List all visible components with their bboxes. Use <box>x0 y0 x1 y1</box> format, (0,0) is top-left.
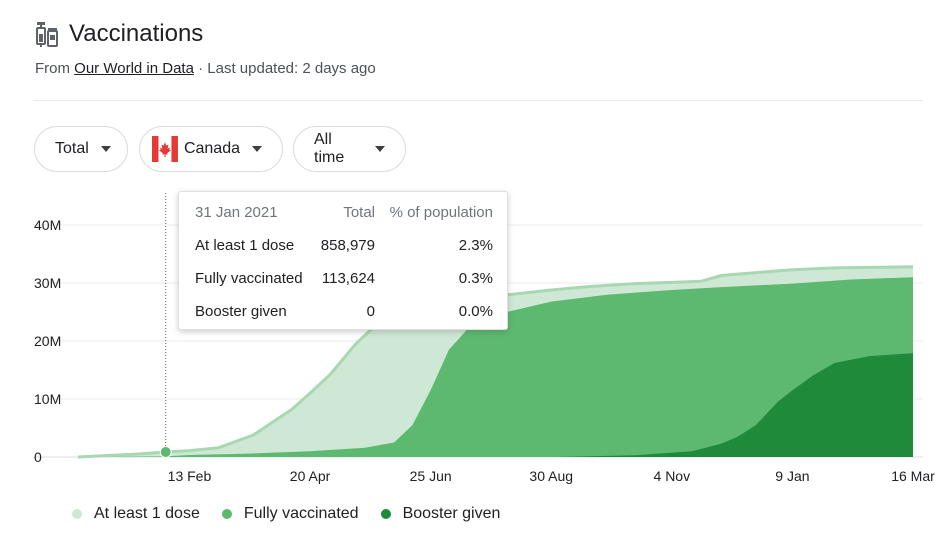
legend-item-booster-given[interactable]: Booster given <box>380 505 501 523</box>
chart-legend: At least 1 dose Fully vaccinated Booster… <box>72 505 522 523</box>
last-updated: Last updated: 2 days ago <box>207 60 376 77</box>
series-area-booster-given <box>78 353 913 457</box>
tooltip-col-pct: % of population <box>389 204 493 221</box>
chart-tooltip: 31 Jan 2021 Total % of population At lea… <box>178 191 508 330</box>
tooltip-col-total: Total <box>343 204 375 221</box>
chevron-down-icon <box>252 146 262 152</box>
tooltip-header: 31 Jan 2021 Total % of population <box>179 204 507 226</box>
country-dropdown[interactable]: Canada <box>139 126 283 172</box>
legend-swatch <box>221 509 232 519</box>
tooltip-row: At least 1 dose 858,979 2.3% <box>179 237 507 259</box>
card-header: Vaccinations <box>35 18 203 50</box>
y-tick-label: 10M <box>34 391 61 407</box>
tooltip-row-label: At least 1 dose <box>195 237 295 254</box>
tooltip-row-pct: 0.3% <box>458 270 493 287</box>
range-dropdown-label: All time <box>314 131 345 166</box>
y-tick-label: 20M <box>34 333 61 349</box>
syringe-vial-icon <box>36 22 58 47</box>
tooltip-row: Fully vaccinated 113,624 0.3% <box>179 270 507 292</box>
tooltip-row-total: 0 <box>366 303 375 320</box>
highlight-point <box>159 446 172 459</box>
x-tick-label: 13 Feb <box>168 468 212 484</box>
separator: · <box>198 60 204 77</box>
series-area-fully-vaccinated <box>78 277 913 457</box>
x-tick-label: 25 Jun <box>410 468 452 484</box>
canada-flag-icon <box>152 136 178 162</box>
divider <box>33 100 923 101</box>
tooltip-row-label: Fully vaccinated <box>195 270 303 287</box>
x-tick-label: 16 Mar <box>891 468 935 484</box>
y-tick-label: 30M <box>34 275 61 291</box>
x-tick-label: 4 Nov <box>654 468 691 484</box>
tooltip-row-total: 113,624 <box>321 270 375 287</box>
country-dropdown-label: Canada <box>183 140 240 157</box>
x-tick-label: 20 Apr <box>290 468 331 484</box>
title-row: Vaccinations <box>35 18 203 50</box>
legend-label: Fully vaccinated <box>243 505 359 522</box>
y-tick-label: 40M <box>34 217 61 233</box>
legend-item-fully-vaccinated[interactable]: Fully vaccinated <box>221 505 359 523</box>
metric-dropdown[interactable]: Total <box>34 126 128 172</box>
source-line: From Our World in Data · Last updated: 2… <box>35 60 376 77</box>
tooltip-date: 31 Jan 2021 <box>195 204 278 221</box>
source-link[interactable]: Our World in Data <box>74 60 194 77</box>
x-tick-label: 30 Aug <box>529 468 573 484</box>
legend-swatch <box>380 509 391 519</box>
tooltip-row-pct: 2.3% <box>458 237 493 254</box>
legend-swatch <box>72 509 82 519</box>
metric-dropdown-label: Total <box>55 140 89 157</box>
y-tick-label: 0 <box>34 449 42 465</box>
tooltip-row: Booster given 0 0.0% <box>179 303 507 325</box>
chevron-down-icon <box>100 146 111 152</box>
page-title: Vaccinations <box>69 20 204 47</box>
legend-item-at-least-one-dose[interactable]: At least 1 dose <box>72 505 200 523</box>
legend-label: At least 1 dose <box>94 505 200 522</box>
range-dropdown[interactable]: All time <box>293 126 406 172</box>
x-tick-label: 9 Jan <box>775 468 809 484</box>
from-label: From <box>35 60 70 77</box>
legend-label: Booster given <box>402 505 501 522</box>
tooltip-row-total: 858,979 <box>320 237 375 254</box>
chevron-down-icon <box>375 146 385 152</box>
tooltip-row-label: Booster given <box>195 303 287 320</box>
tooltip-row-pct: 0.0% <box>458 303 493 320</box>
